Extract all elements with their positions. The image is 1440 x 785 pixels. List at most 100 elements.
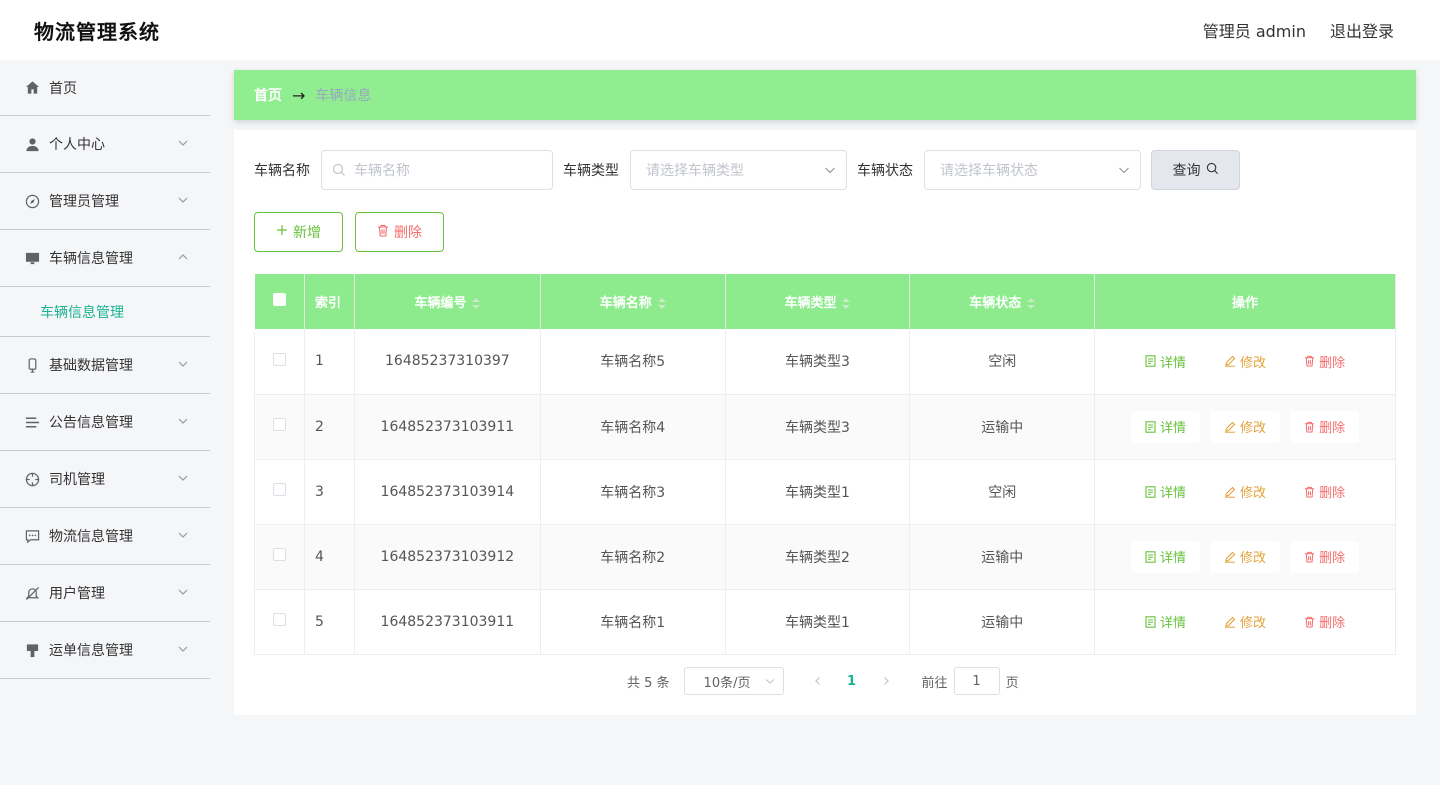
breadcrumb-home[interactable]: 首页 — [254, 88, 282, 104]
sidebar-item-base-data[interactable]: 基础数据管理 — [0, 337, 210, 394]
cell-type: 车辆类型3 — [725, 394, 911, 460]
add-button[interactable]: 新增 — [254, 212, 343, 252]
app-title: 物流管理系统 — [34, 19, 160, 44]
edit-button-label: 修改 — [1240, 616, 1267, 631]
content-panel: 车辆名称 车辆名称 车辆类型 请选择车辆类型 车辆状态 请选择车辆状态 查询 新… — [234, 130, 1416, 715]
sidebar-subitem-vehicle-info[interactable]: 车辆信息管理 — [40, 305, 124, 321]
page-size-select[interactable]: 10条/页 — [683, 667, 784, 695]
sidebar-item-vehicle[interactable]: 车辆信息管理 — [0, 230, 210, 287]
vehicle-type-select[interactable]: 请选择车辆类型 — [630, 150, 847, 190]
column-header-label: 车辆编号 — [414, 296, 467, 311]
edit-button[interactable]: 修改 — [1210, 606, 1280, 638]
sidebar-item-waybill[interactable]: 运单信息管理 — [0, 622, 210, 679]
select-all-checkbox[interactable] — [272, 293, 286, 306]
device-icon — [24, 357, 40, 373]
sidebar-item-label: 管理员管理 — [49, 194, 119, 210]
prev-page-button[interactable] — [804, 667, 832, 695]
column-header-type[interactable]: 车辆类型 — [725, 274, 911, 329]
edit-button[interactable]: 修改 — [1210, 410, 1281, 443]
row-select-cell — [254, 524, 305, 590]
cell-type: 车辆类型2 — [725, 524, 911, 590]
detail-button[interactable]: 详情 — [1131, 410, 1201, 443]
page-jump-prefix: 前往 — [921, 675, 948, 691]
detail-button[interactable]: 详情 — [1131, 540, 1201, 573]
column-header-label: 车辆类型 — [784, 296, 837, 311]
document-icon — [1145, 550, 1156, 563]
query-button[interactable]: 查询 — [1151, 150, 1240, 190]
chat-icon — [24, 528, 40, 544]
edit-button-label: 修改 — [1240, 551, 1267, 566]
detail-button-label: 详情 — [1160, 421, 1187, 436]
row-checkbox[interactable] — [272, 613, 286, 626]
header-actions: 管理员 admin 退出登录 — [1203, 18, 1394, 42]
chevron-down-icon — [178, 644, 188, 654]
action-buttons: 新增 删除 — [254, 212, 444, 252]
page-jump-input[interactable]: 1 — [953, 667, 1000, 695]
trash-icon — [1304, 486, 1315, 498]
column-header-label: 车辆状态 — [969, 296, 1022, 311]
delete-button-label: 删除 — [1319, 355, 1346, 371]
chevron-down-icon — [824, 164, 836, 176]
row-checkbox[interactable] — [272, 352, 286, 366]
sidebar-item-users[interactable]: 用户管理 — [0, 565, 210, 622]
sidebar-item-logistics[interactable]: 物流信息管理 — [0, 508, 210, 565]
row-checkbox[interactable] — [272, 548, 286, 561]
cell-status: 运输中 — [909, 524, 1096, 590]
delete-button[interactable]: 删除 — [1290, 606, 1359, 638]
sort-icon[interactable] — [472, 297, 481, 310]
column-header-name[interactable]: 车辆名称 — [540, 274, 726, 329]
sidebar-item-notice[interactable]: 公告信息管理 — [0, 394, 210, 451]
sidebar-item-home[interactable]: 首页 — [0, 60, 210, 116]
logout-link[interactable]: 退出登录 — [1329, 22, 1394, 41]
page-number-current[interactable]: 1 — [847, 673, 857, 689]
delete-button-label: 删除 — [1319, 421, 1346, 436]
delete-button[interactable]: 删除 — [1290, 345, 1359, 377]
sort-icon[interactable] — [1027, 297, 1036, 310]
column-header-label: 车辆名称 — [599, 296, 652, 311]
aim-icon — [24, 471, 40, 487]
bulk-delete-button[interactable]: 删除 — [355, 212, 444, 252]
sort-icon[interactable] — [657, 297, 666, 310]
sidebar-item-label: 车辆信息管理 — [49, 251, 133, 267]
sidebar-item-profile[interactable]: 个人中心 — [0, 116, 210, 173]
bell-off-icon — [24, 585, 40, 601]
sidebar-item-admin[interactable]: 管理员管理 — [0, 173, 210, 230]
chevron-down-icon — [178, 530, 188, 540]
column-header-status[interactable]: 车辆状态 — [909, 274, 1096, 329]
delete-button[interactable]: 删除 — [1290, 410, 1360, 443]
edit-button[interactable]: 修改 — [1210, 476, 1280, 508]
detail-button[interactable]: 详情 — [1131, 476, 1200, 508]
cell-index: 5 — [304, 589, 355, 655]
edit-button[interactable]: 修改 — [1210, 540, 1281, 573]
vehicle-name-input[interactable]: 车辆名称 — [321, 150, 553, 190]
sidebar-item-label: 公告信息管理 — [49, 415, 133, 431]
cell-code: 164852373103911 — [354, 394, 541, 460]
detail-button[interactable]: 详情 — [1131, 606, 1200, 638]
sidebar-item-driver[interactable]: 司机管理 — [0, 451, 210, 508]
page-jump-suffix: 页 — [1005, 675, 1019, 691]
sidebar-item-label: 基础数据管理 — [49, 358, 133, 374]
delete-button[interactable]: 删除 — [1290, 540, 1360, 573]
next-page-button[interactable] — [872, 667, 900, 695]
vehicle-type-placeholder: 请选择车辆类型 — [646, 163, 744, 179]
delete-button-label: 删除 — [1319, 486, 1346, 501]
cell-actions: 详情 修改 删除 — [1094, 394, 1396, 460]
cell-index: 4 — [304, 524, 355, 590]
sort-icon[interactable] — [842, 297, 851, 310]
column-header-code[interactable]: 车辆编号 — [354, 274, 541, 329]
delete-button[interactable]: 删除 — [1290, 476, 1359, 508]
detail-button[interactable]: 详情 — [1131, 345, 1200, 377]
chevron-down-icon — [765, 676, 775, 686]
cell-index: 2 — [304, 394, 355, 460]
breadcrumb: 首页 → 车辆信息 — [234, 70, 1416, 120]
cell-status: 运输中 — [909, 394, 1096, 460]
row-checkbox[interactable] — [272, 483, 286, 496]
chevron-left-icon — [814, 677, 820, 685]
sidebar-item-label: 物流信息管理 — [49, 529, 133, 545]
search-icon — [1206, 162, 1219, 179]
edit-button[interactable]: 修改 — [1210, 345, 1280, 377]
row-checkbox[interactable] — [272, 418, 286, 431]
search-icon — [332, 163, 346, 177]
vehicle-name-placeholder: 车辆名称 — [354, 163, 410, 179]
vehicle-status-select[interactable]: 请选择车辆状态 — [924, 150, 1141, 190]
